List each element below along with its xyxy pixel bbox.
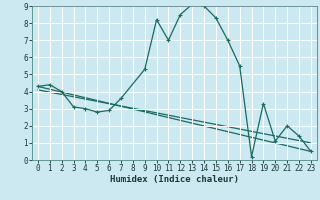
X-axis label: Humidex (Indice chaleur): Humidex (Indice chaleur) [110, 175, 239, 184]
